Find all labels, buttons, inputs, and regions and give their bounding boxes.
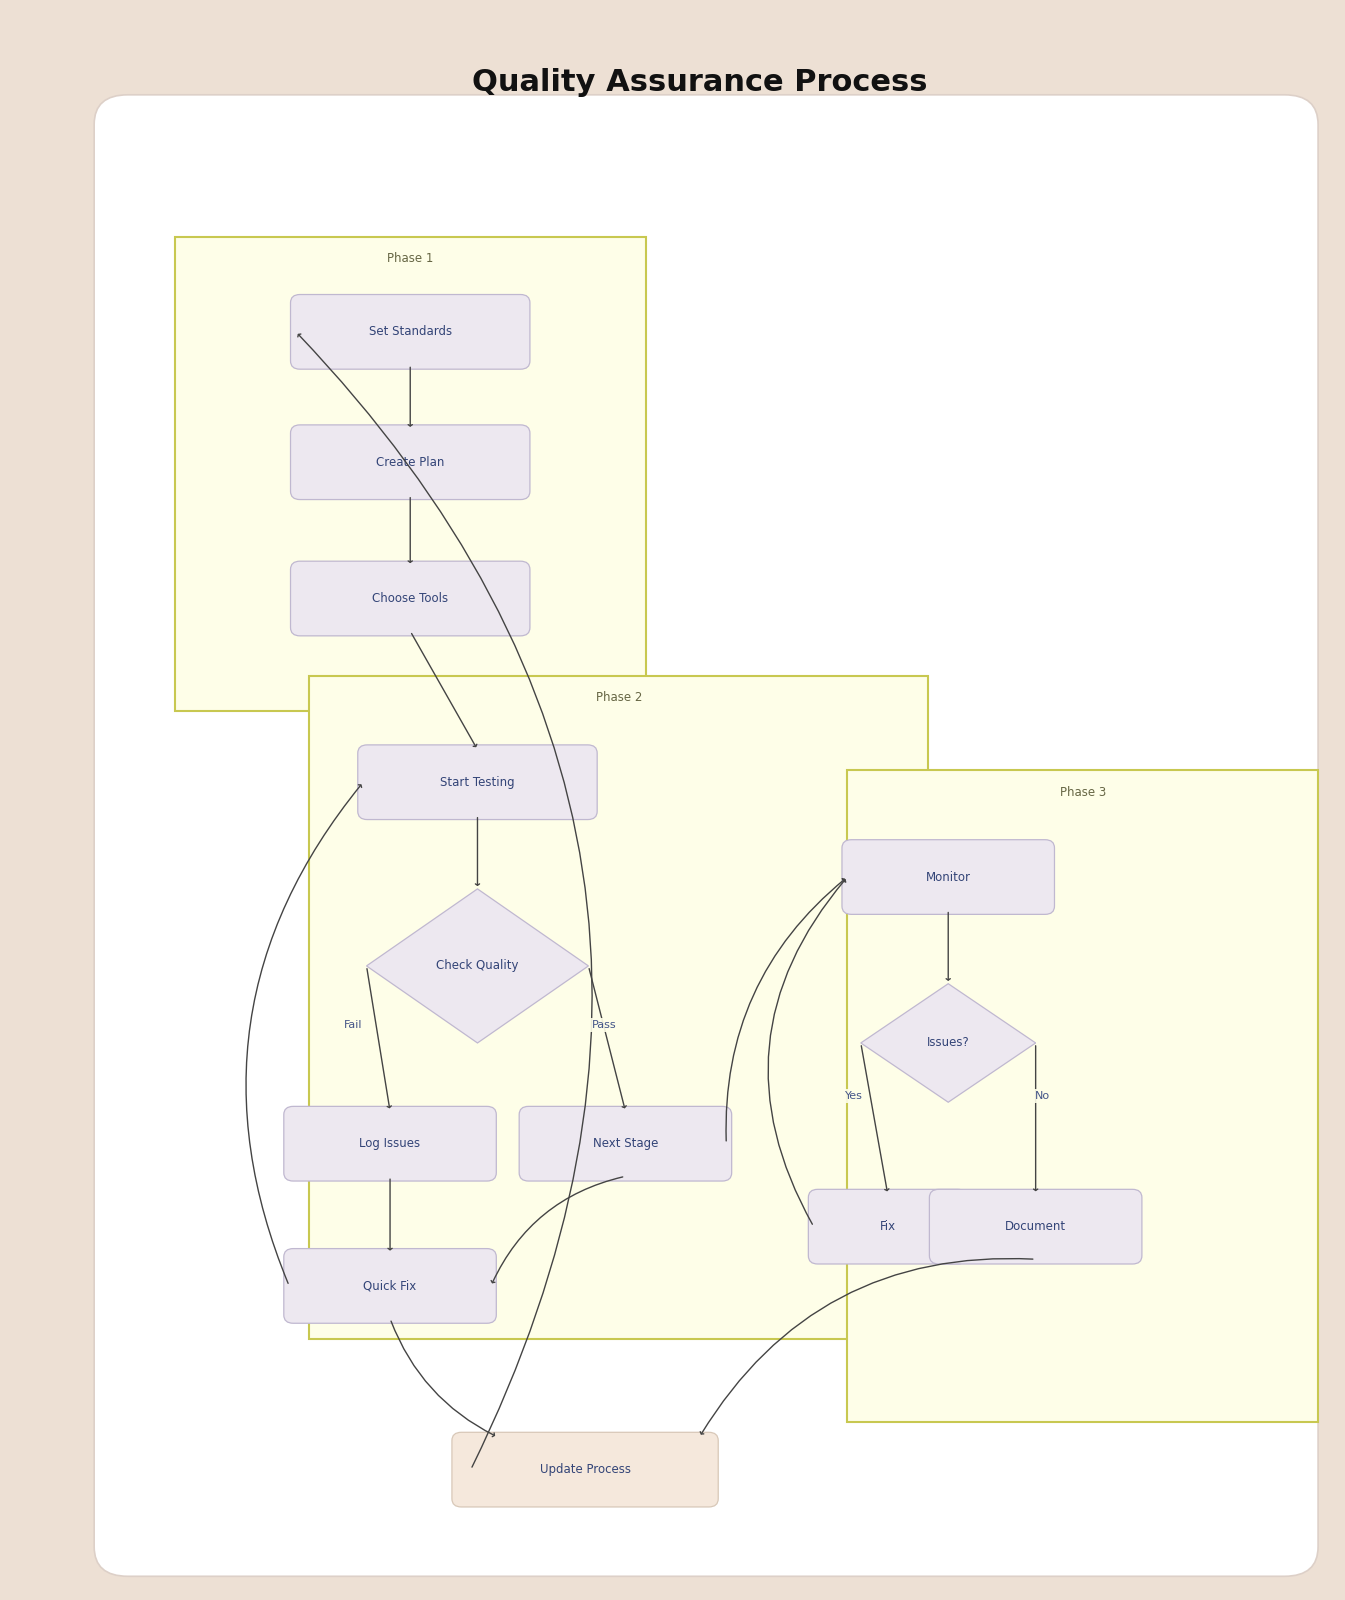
FancyBboxPatch shape xyxy=(284,1106,496,1181)
Text: Quality Assurance Process: Quality Assurance Process xyxy=(472,69,927,98)
Text: Check Quality: Check Quality xyxy=(436,960,519,973)
Text: Issues?: Issues? xyxy=(927,1037,970,1050)
Text: Monitor: Monitor xyxy=(925,870,971,883)
Text: Quick Fix: Quick Fix xyxy=(363,1280,417,1293)
FancyBboxPatch shape xyxy=(291,294,530,370)
Text: Create Plan: Create Plan xyxy=(377,456,444,469)
Text: Fail: Fail xyxy=(344,1021,362,1030)
Text: Fix: Fix xyxy=(880,1221,896,1234)
FancyBboxPatch shape xyxy=(175,237,646,710)
FancyBboxPatch shape xyxy=(291,562,530,635)
Text: Next Stage: Next Stage xyxy=(593,1138,658,1150)
Text: Phase 2: Phase 2 xyxy=(596,691,642,704)
FancyBboxPatch shape xyxy=(309,675,928,1339)
Text: No: No xyxy=(1034,1091,1050,1101)
Text: Log Issues: Log Issues xyxy=(359,1138,421,1150)
FancyBboxPatch shape xyxy=(291,426,530,499)
Text: Update Process: Update Process xyxy=(539,1462,631,1477)
Polygon shape xyxy=(861,984,1036,1102)
FancyBboxPatch shape xyxy=(847,770,1318,1422)
FancyBboxPatch shape xyxy=(284,1248,496,1323)
Text: Start Testing: Start Testing xyxy=(440,776,515,789)
FancyBboxPatch shape xyxy=(929,1189,1142,1264)
FancyBboxPatch shape xyxy=(842,840,1054,914)
Text: Phase 3: Phase 3 xyxy=(1060,786,1106,798)
Text: Document: Document xyxy=(1005,1221,1067,1234)
Text: Choose Tools: Choose Tools xyxy=(373,592,448,605)
Text: Phase 1: Phase 1 xyxy=(387,253,433,266)
Text: Set Standards: Set Standards xyxy=(369,325,452,338)
FancyBboxPatch shape xyxy=(808,1189,967,1264)
Text: Pass: Pass xyxy=(592,1021,617,1030)
FancyBboxPatch shape xyxy=(519,1106,732,1181)
FancyBboxPatch shape xyxy=(94,94,1318,1576)
Text: Yes: Yes xyxy=(845,1091,863,1101)
Polygon shape xyxy=(366,890,589,1043)
FancyBboxPatch shape xyxy=(452,1432,718,1507)
FancyBboxPatch shape xyxy=(358,746,597,819)
